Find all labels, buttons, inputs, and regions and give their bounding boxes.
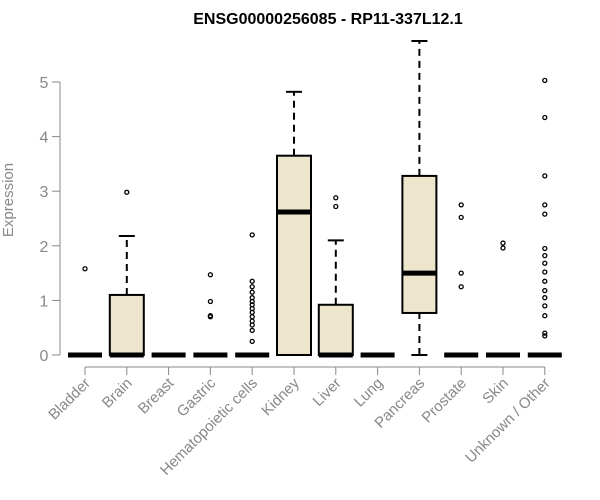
- outlier-point: [207, 298, 214, 305]
- outlier-point: [542, 245, 548, 252]
- box-body: [276, 154, 312, 356]
- chart-title: ENSG00000256085 - RP11-337L12.1: [193, 11, 463, 28]
- box-body: [108, 293, 145, 357]
- outlier-point: [249, 302, 255, 308]
- outlier-point: [249, 232, 255, 238]
- y-tick-label: 0: [40, 348, 49, 365]
- x-tick-label: Bladder: [45, 375, 94, 424]
- box-liver: [317, 195, 354, 358]
- outlier-point: [458, 214, 464, 221]
- x-tick-label: Prostate: [418, 375, 470, 427]
- box-pancreas: [401, 40, 438, 356]
- outlier-point: [542, 330, 548, 336]
- outlier-point: [249, 295, 255, 301]
- box-series: [68, 40, 562, 358]
- outlier-point: [249, 338, 255, 345]
- outlier-point: [249, 289, 255, 295]
- x-tick-label: Breast: [135, 374, 178, 417]
- outlier-point: [542, 211, 548, 217]
- x-tick-label: Skin: [479, 375, 512, 408]
- x-tick-label: Kidney: [258, 374, 303, 419]
- box-brain: [108, 189, 145, 358]
- outlier-point: [542, 269, 548, 275]
- outlier-point: [82, 266, 88, 272]
- box-body: [317, 303, 354, 357]
- outlier-point: [542, 313, 548, 319]
- outlier-point: [542, 252, 548, 259]
- outlier-point: [542, 303, 548, 309]
- y-tick-label: 2: [40, 239, 49, 256]
- box-body: [401, 174, 438, 314]
- outlier-point: [542, 260, 548, 266]
- outlier-point: [500, 245, 506, 251]
- outlier-point: [333, 203, 339, 210]
- outlier-point: [249, 284, 255, 290]
- box-prostate: [444, 202, 479, 358]
- box-skin: [486, 240, 520, 358]
- x-tick-label: Lung: [351, 375, 387, 411]
- y-tick-label: 5: [40, 75, 49, 92]
- box-gastric: [193, 272, 228, 358]
- outlier-point: [542, 114, 548, 121]
- outlier-point: [458, 284, 464, 290]
- outlier-point: [249, 314, 255, 320]
- outlier-point: [207, 313, 214, 319]
- outlier-point: [458, 202, 464, 208]
- outlier-point: [249, 278, 255, 284]
- outlier-point: [542, 202, 548, 208]
- x-tick-label: Liver: [310, 375, 345, 410]
- y-tick-label: 1: [40, 293, 49, 310]
- y-axis-label: Expression: [0, 163, 17, 237]
- box-bladder: [68, 266, 102, 358]
- x-tick-label: Brain: [99, 375, 136, 412]
- outlier-point: [542, 287, 548, 294]
- outlier-point: [500, 240, 506, 246]
- outlier-point: [542, 295, 548, 301]
- box-unknown-other: [527, 77, 562, 358]
- box-hematopoietic-cells: [235, 232, 270, 358]
- outlier-point: [249, 318, 255, 324]
- outlier-point: [124, 189, 130, 195]
- outlier-point: [458, 270, 464, 276]
- outlier-point: [542, 77, 548, 84]
- outlier-point: [542, 278, 548, 284]
- outlier-point: [333, 195, 339, 201]
- y-tick-label: 3: [40, 184, 49, 201]
- y-tick-label: 4: [40, 130, 49, 147]
- outlier-point: [207, 272, 214, 278]
- box-kidney: [276, 90, 312, 356]
- outlier-point: [249, 327, 255, 334]
- outlier-point: [542, 173, 548, 179]
- y-axis: 0 1 2 3 4 5: [40, 75, 61, 365]
- outlier-point: [542, 333, 548, 339]
